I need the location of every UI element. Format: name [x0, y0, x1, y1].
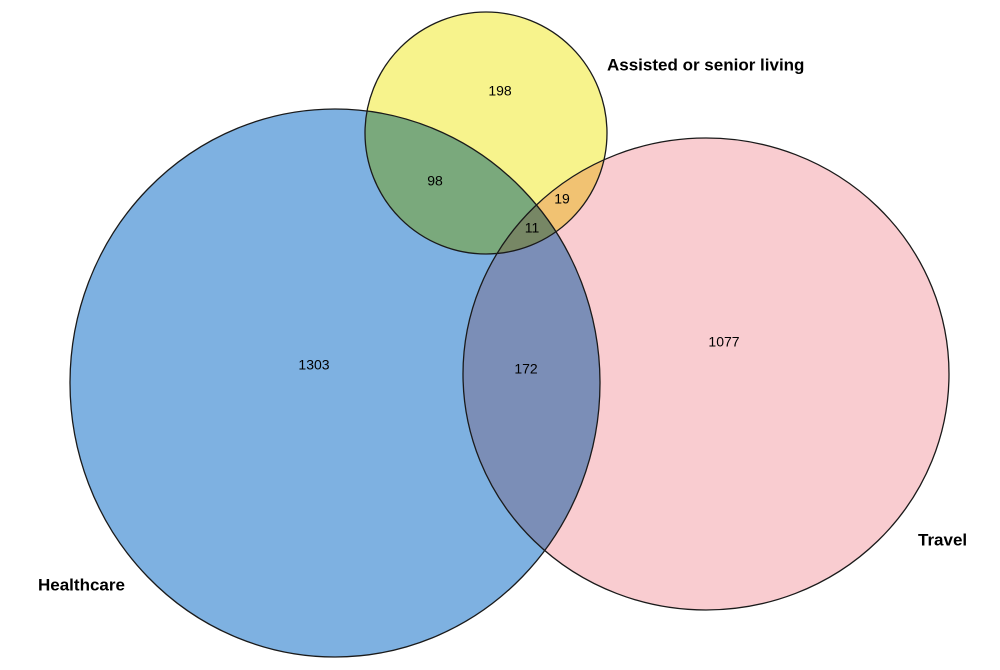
set-outline: [462, 137, 950, 611]
region-label: 172: [514, 361, 538, 377]
region-label: 19: [554, 191, 570, 207]
set-circle: [365, 12, 607, 254]
set-label: Assisted or senior living: [607, 55, 804, 74]
region-label: 198: [488, 83, 512, 99]
region-label: 11: [525, 220, 540, 236]
set-outline: [364, 11, 608, 255]
set-label: Healthcare: [38, 575, 125, 594]
circles: [70, 12, 949, 657]
region-label: 1077: [708, 334, 739, 350]
set-circle: [463, 138, 949, 610]
region-label: 98: [427, 173, 443, 189]
set-outline: [69, 108, 601, 658]
set-label: Travel: [918, 530, 967, 549]
region-label: 1303: [298, 357, 329, 373]
